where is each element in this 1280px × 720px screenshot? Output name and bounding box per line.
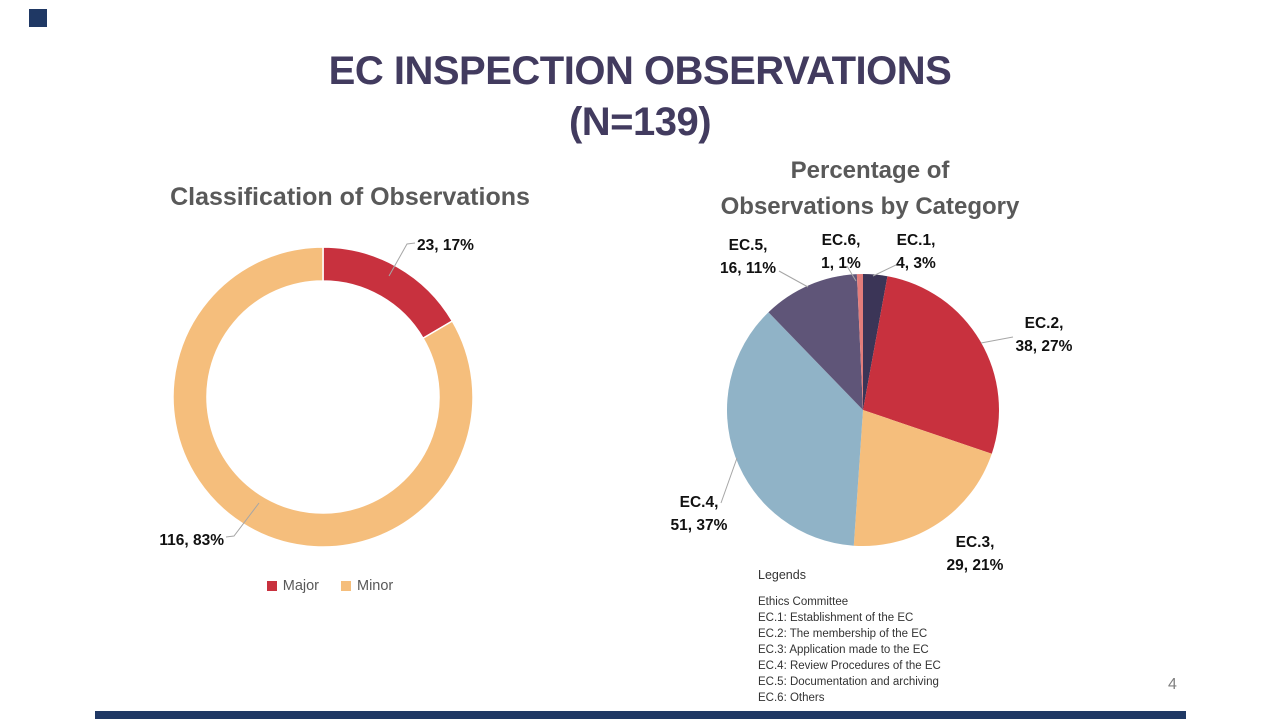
pie-chart-title: Percentage of Observations by Category xyxy=(720,157,1020,220)
category-pie-data-label-5: EC.6, 1, 1% xyxy=(821,232,861,272)
category-pie-data-label-1: EC.2, 38, 27% xyxy=(1015,315,1073,355)
category-pie-leader-line xyxy=(778,270,809,288)
legends-heading: Legends xyxy=(758,568,806,582)
category-pie-leader-line xyxy=(872,263,899,277)
classification-donut-data-label-1: 116, 83% xyxy=(159,532,224,549)
classification-donut-slice-major xyxy=(322,246,454,340)
slide-footer-bar xyxy=(95,711,1186,719)
category-pie-slice-ec-5 xyxy=(768,274,863,410)
legend-label-major: Major xyxy=(282,578,319,594)
category-pie-data-label-3: EC.4, 51, 37% xyxy=(670,494,728,534)
legend-swatch-major xyxy=(266,581,277,591)
legend-item-minor: Minor xyxy=(341,578,393,594)
classification-donut-slice-minor xyxy=(172,246,474,548)
category-pie-leader-line xyxy=(980,336,1014,344)
classification-donut-leader-line xyxy=(388,242,416,277)
donut-chart-legend: Major Minor xyxy=(150,578,510,594)
legend-item-major: Major xyxy=(266,578,319,594)
category-pie-leader-line xyxy=(720,457,738,504)
category-pie-slice-ec-4 xyxy=(727,312,863,546)
slide-accent-square xyxy=(29,9,47,27)
category-pie-data-label-0: EC.1, 4, 3% xyxy=(896,232,936,272)
category-pie-slice-ec-2 xyxy=(863,276,1000,454)
legend-label-minor: Minor xyxy=(357,578,394,594)
donut-chart-title: Classification of Observations xyxy=(170,183,530,211)
classification-donut-data-label-0: 23, 17% xyxy=(417,237,474,254)
category-pie-slice-ec-6 xyxy=(856,274,863,410)
category-pie-data-label-4: EC.5, 16, 11% xyxy=(719,237,777,277)
category-pie-slice-ec-3 xyxy=(853,410,992,546)
classification-donut-leader-line xyxy=(225,502,260,538)
category-pie-data-label-2: EC.3, 29, 21% xyxy=(946,534,1004,574)
slide-title: EC INSPECTION OBSERVATIONS (N=139) xyxy=(328,49,952,144)
legend-swatch-minor xyxy=(341,581,351,591)
legends-lines: Ethics Committee EC.1: Establishment of … xyxy=(758,596,941,704)
category-pie-leader-line xyxy=(846,265,857,282)
page-number: 4 xyxy=(1168,676,1177,693)
legends-panel: Legends Ethics Committee EC.1: Establish… xyxy=(758,568,1018,706)
category-pie-slice-ec-1 xyxy=(863,274,888,410)
